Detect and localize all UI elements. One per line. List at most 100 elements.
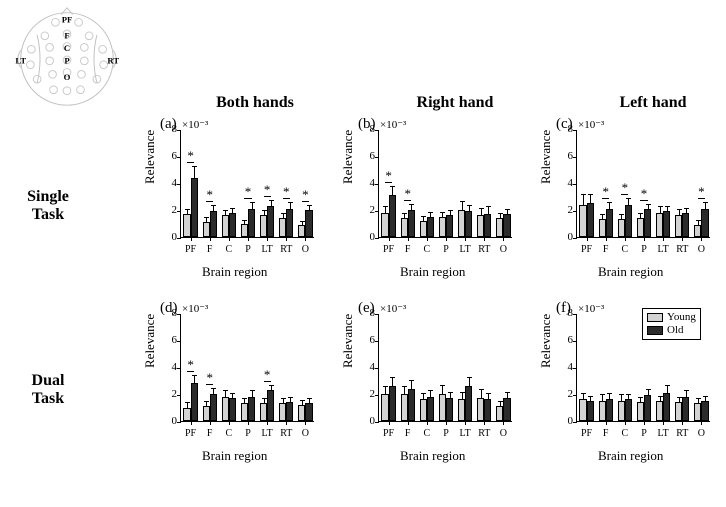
x-tick-label: P: [641, 428, 647, 439]
plot-area: 02468PF*F*CP*LT*RT*O*: [180, 130, 314, 238]
bar-old: [389, 195, 396, 237]
x-tick-label: O: [698, 428, 705, 439]
bar-old: [587, 203, 594, 237]
y-tick-label: 6: [161, 335, 177, 346]
bar-old: [389, 386, 396, 421]
bar-young: [637, 218, 644, 237]
y-axis-label: Relevance: [538, 314, 554, 368]
bar-old: [446, 215, 453, 237]
y-tick-label: 4: [161, 362, 177, 373]
legend-label-young: Young: [667, 311, 696, 324]
bar-young: [618, 401, 625, 421]
significance-star: *: [206, 371, 213, 384]
bar-old: [267, 206, 274, 237]
plot-area: 02468PF*F*CPLTRTO: [378, 130, 512, 238]
bar-young: [458, 210, 465, 237]
eeg-label-o: O: [64, 72, 71, 82]
x-tick-label: F: [207, 244, 213, 255]
significance-star: *: [602, 185, 609, 198]
significance-star: *: [283, 185, 290, 198]
bar-old: [305, 403, 312, 421]
eeg-label-p: P: [64, 56, 70, 66]
bar-young: [420, 399, 427, 421]
bar-young: [439, 217, 446, 237]
y-tick-label: 6: [359, 151, 375, 162]
bar-old: [427, 397, 434, 421]
x-tick-label: LT: [459, 428, 470, 439]
bar-old: [701, 401, 708, 421]
bar-young: [260, 215, 267, 237]
y-tick-label: 0: [359, 416, 375, 427]
bar-old: [408, 210, 415, 237]
x-tick-label: P: [641, 244, 647, 255]
bar-young: [477, 215, 484, 237]
legend-swatch-old: [647, 326, 663, 335]
col-header-left: Left hand: [588, 94, 718, 112]
y-tick-label: 4: [359, 178, 375, 189]
y-tick-label: 2: [557, 389, 573, 400]
bar-young: [675, 215, 682, 237]
y-tick-label: 0: [161, 416, 177, 427]
x-tick-label: PF: [581, 428, 592, 439]
x-tick-label: F: [405, 428, 411, 439]
bar-old: [503, 398, 510, 421]
bar-old: [408, 389, 415, 421]
significance-star: *: [245, 185, 252, 198]
y-tick-label: 2: [359, 205, 375, 216]
bar-old: [682, 213, 689, 237]
col-header-both: Both hands: [190, 94, 320, 112]
bar-old: [248, 209, 255, 237]
y-tick-label: 0: [557, 232, 573, 243]
x-axis-label: Brain region: [202, 264, 267, 280]
bar-old: [701, 209, 708, 237]
y-tick-label: 0: [161, 232, 177, 243]
x-axis-label: Brain region: [598, 264, 663, 280]
legend-row-old: Old: [647, 324, 696, 337]
x-tick-label: PF: [581, 244, 592, 255]
plot-area: 02468PFFCPLTRTO: [378, 314, 512, 422]
bar-old: [625, 399, 632, 421]
bar-young: [183, 214, 190, 237]
bar-young: [401, 218, 408, 237]
bar-old: [503, 214, 510, 237]
x-axis-label: Brain region: [202, 448, 267, 464]
eeg-label-rt: RT: [107, 56, 119, 66]
x-axis-label: Brain region: [400, 264, 465, 280]
x-tick-label: RT: [280, 428, 292, 439]
significance-star: *: [187, 149, 194, 162]
x-tick-label: RT: [280, 244, 292, 255]
bar-young: [694, 403, 701, 421]
x-tick-label: P: [245, 244, 251, 255]
subplot-e: (e)×10⁻³RelevanceBrain region02468PFFCPL…: [330, 300, 516, 468]
significance-star: *: [622, 181, 629, 194]
y-tick-label: 4: [161, 178, 177, 189]
bar-young: [241, 224, 248, 238]
x-tick-label: P: [245, 428, 251, 439]
bar-young: [260, 403, 267, 421]
x-tick-label: C: [424, 244, 431, 255]
y-tick-label: 8: [557, 308, 573, 319]
legend-row-young: Young: [647, 311, 696, 324]
y-axis-label: Relevance: [340, 130, 356, 184]
x-tick-label: P: [443, 428, 449, 439]
bar-old: [682, 397, 689, 421]
x-tick-label: PF: [185, 244, 196, 255]
bar-old: [427, 217, 434, 237]
x-tick-label: LT: [657, 244, 668, 255]
x-tick-label: O: [302, 428, 309, 439]
bar-young: [298, 405, 305, 421]
bar-old: [587, 401, 594, 421]
plot-area: 02468PFF*C*P*LTRTO*: [576, 130, 710, 238]
bar-young: [298, 225, 305, 237]
x-tick-label: F: [603, 428, 609, 439]
row-label-single: SingleTask: [8, 188, 88, 225]
x-tick-label: PF: [185, 428, 196, 439]
y-tick-label: 6: [161, 151, 177, 162]
x-tick-label: C: [622, 428, 629, 439]
y-tick-label: 6: [557, 151, 573, 162]
bar-young: [381, 394, 388, 421]
figure-container: PF F C P O LT RT Both hands Right hand L…: [0, 0, 726, 507]
bar-young: [381, 213, 388, 237]
bar-young: [656, 401, 663, 421]
eeg-label-f: F: [64, 31, 69, 41]
